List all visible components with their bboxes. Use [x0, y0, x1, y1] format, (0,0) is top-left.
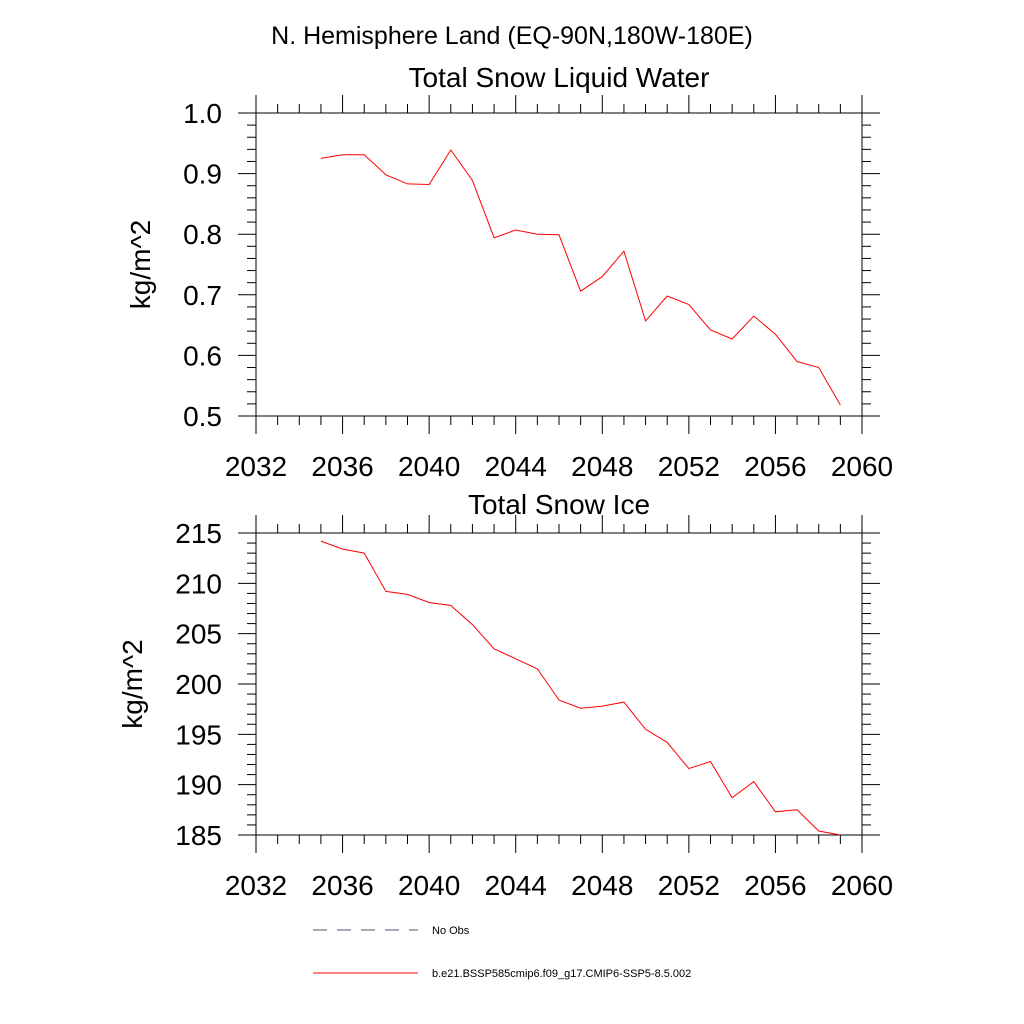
figure-main-title: N. Hemisphere Land (EQ-90N,180W-180E): [271, 22, 753, 50]
legend: No Obs b.e21.BSSP585cmip6.f09_g17.CMIP6-…: [313, 925, 691, 980]
chart-panel-liquid-water: Total Snow Liquid Water kg/m^2 2032 2036 204…: [125, 62, 893, 482]
y-tick-label: 1.0: [183, 98, 222, 129]
x-tick-label: 2040: [398, 870, 460, 901]
x-tick-label: 2052: [658, 451, 720, 482]
x-tick-label: 2036: [311, 451, 373, 482]
legend-item-model-label: b.e21.BSSP585cmip6.f09_g17.CMIP6-SSP5-8.…: [432, 968, 691, 980]
y-axis-label: kg/m^2: [117, 639, 148, 728]
y-tick-label: 200: [175, 669, 222, 700]
x-tick-label: 2044: [485, 870, 547, 901]
chart-title: Total Snow Ice: [468, 489, 650, 520]
y-tick-label: 0.7: [183, 280, 222, 311]
y-tick-label: 210: [175, 568, 222, 599]
x-tick-label: 2032: [225, 870, 287, 901]
x-tick-label: 2048: [571, 870, 633, 901]
y-tick-label: 0.5: [183, 401, 222, 432]
y-tick-label: 195: [175, 719, 222, 750]
y-tick-label: 0.9: [183, 159, 222, 190]
y-tick-label: 215: [175, 518, 222, 549]
plot-frame: [255, 112, 863, 417]
x-tick-label: 2048: [571, 451, 633, 482]
x-tick-label: 2056: [744, 451, 806, 482]
x-tick-label: 2060: [831, 870, 893, 901]
y-tick-label: 190: [175, 770, 222, 801]
x-tick-label: 2032: [225, 451, 287, 482]
x-tick-label: 2040: [398, 451, 460, 482]
series-line: [320, 149, 841, 406]
legend-item-no-obs-label: No Obs: [432, 925, 470, 937]
chart-title: Total Snow Liquid Water: [409, 62, 710, 93]
x-tick-label: 2056: [744, 870, 806, 901]
chart-panel-snow-ice: Total Snow Ice kg/m^2 2032 2036 2040 2044 2048…: [117, 489, 893, 901]
x-tick-label: 2036: [311, 870, 373, 901]
y-tick-label: 205: [175, 619, 222, 650]
y-tick-label: 185: [175, 820, 222, 851]
x-tick-label: 2052: [658, 870, 720, 901]
y-tick-label: 0.8: [183, 219, 222, 250]
x-tick-label: 2060: [831, 451, 893, 482]
series-line: [320, 540, 841, 836]
x-tick-label: 2044: [485, 451, 547, 482]
y-tick-label: 0.6: [183, 340, 222, 371]
plot-frame: [255, 532, 863, 836]
y-axis-label: kg/m^2: [125, 220, 156, 309]
